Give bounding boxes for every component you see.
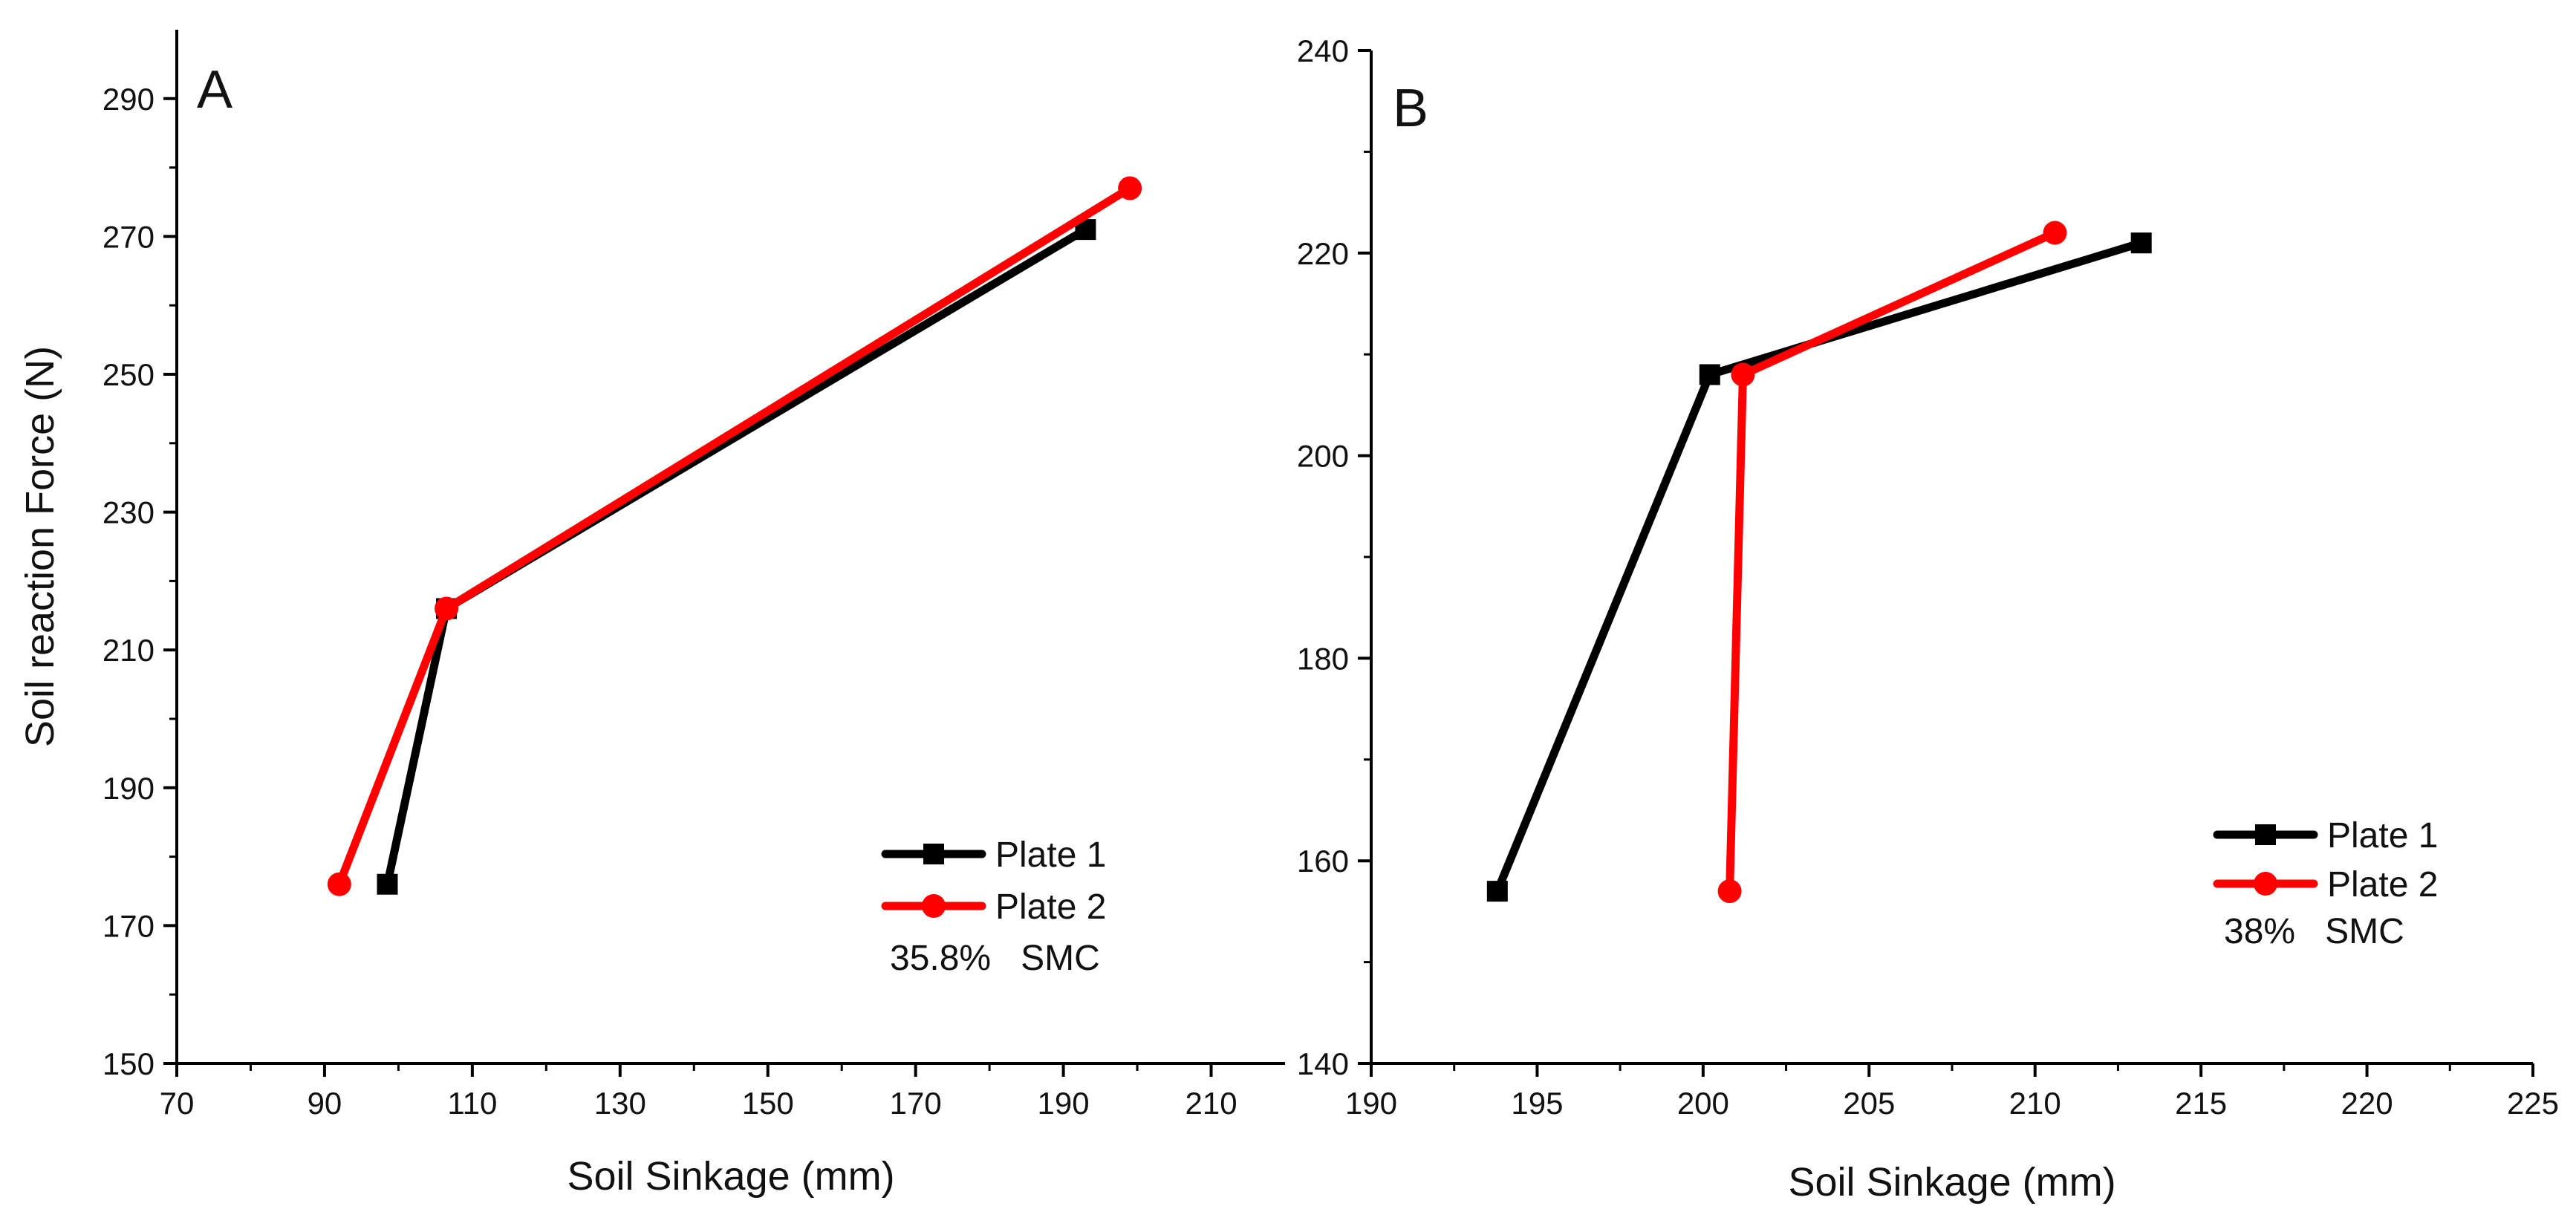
- x-tick-label: 170: [890, 1086, 942, 1121]
- data-point: [1118, 176, 1142, 201]
- legend-marker: [923, 844, 944, 864]
- x-tick-label: 205: [1843, 1086, 1895, 1121]
- x-tick-label: 150: [742, 1086, 794, 1121]
- x-tick-label: 195: [1511, 1086, 1563, 1121]
- y-tick-label: 200: [1297, 439, 1349, 474]
- x-axis-title: Soil Sinkage (mm): [1788, 1160, 2115, 1205]
- smc-annotation: 35.8% SMC: [890, 939, 1100, 978]
- series-line-1: [383, 225, 1090, 889]
- data-point: [377, 873, 398, 895]
- data-point: [1699, 364, 1720, 385]
- series-line-2: [335, 183, 1134, 889]
- y-tick-label: 270: [103, 219, 155, 254]
- x-tick-label: 210: [2009, 1086, 2061, 1121]
- y-tick-label: 210: [103, 633, 155, 668]
- y-tick-label: 230: [103, 495, 155, 530]
- y-tick-label: 170: [103, 908, 155, 943]
- y-tick-label: 240: [1297, 33, 1349, 68]
- x-axis-title: Soil Sinkage (mm): [567, 1154, 894, 1199]
- x-tick-label: 110: [447, 1086, 497, 1121]
- data-point: [1486, 881, 1508, 902]
- data-point: [1717, 879, 1742, 904]
- x-tick-label: 70: [160, 1086, 195, 1121]
- smc-annotation: 38% SMC: [2224, 912, 2404, 951]
- data-point: [1731, 362, 1755, 387]
- y-tick-label: 180: [1297, 641, 1349, 676]
- panel-label: B: [1393, 79, 1428, 138]
- y-tick-label: 250: [103, 357, 155, 392]
- y-tick-label: 190: [103, 771, 155, 806]
- y-tick-label: 140: [1297, 1046, 1349, 1081]
- legend-label: Plate 1: [2327, 816, 2438, 855]
- legend-label: Plate 1: [995, 835, 1106, 875]
- y-tick-label: 290: [103, 82, 155, 117]
- y-tick-label: 220: [1297, 236, 1349, 271]
- panel-b: 190 195 200 205 210 215 220 225 140 160 180 200 220 2…: [1297, 33, 2559, 1205]
- legend-label: Plate 2: [995, 887, 1106, 927]
- x-tick-label: 225: [2507, 1086, 2559, 1121]
- x-tick-label: 210: [1185, 1086, 1237, 1121]
- y-tick-label: 150: [103, 1046, 155, 1081]
- legend-marker: [922, 894, 946, 918]
- x-tick-label: 215: [2175, 1086, 2227, 1121]
- data-point: [435, 596, 459, 621]
- panel-a: 70 90 110 130 150 170 190 210 150 170 190 210 230 250…: [18, 30, 1285, 1199]
- x-tick-label: 90: [308, 1086, 342, 1121]
- x-tick-label: 200: [1677, 1086, 1729, 1121]
- series-line-2: [1726, 229, 2060, 896]
- x-tick-label: 190: [1345, 1086, 1397, 1121]
- x-tick-label: 220: [2341, 1086, 2393, 1121]
- panel-label: A: [197, 60, 232, 120]
- data-point: [327, 872, 351, 896]
- x-tick-label: 190: [1038, 1086, 1090, 1121]
- data-point: [2130, 232, 2152, 254]
- legend-marker: [2254, 872, 2277, 896]
- y-axis-title: Soil reaction Force (N): [18, 346, 62, 747]
- legend-label: Plate 2: [2327, 865, 2438, 905]
- y-tick-label: 160: [1297, 844, 1349, 879]
- data-point: [2043, 221, 2067, 245]
- legend-marker: [2255, 824, 2276, 845]
- x-tick-label: 130: [594, 1086, 646, 1121]
